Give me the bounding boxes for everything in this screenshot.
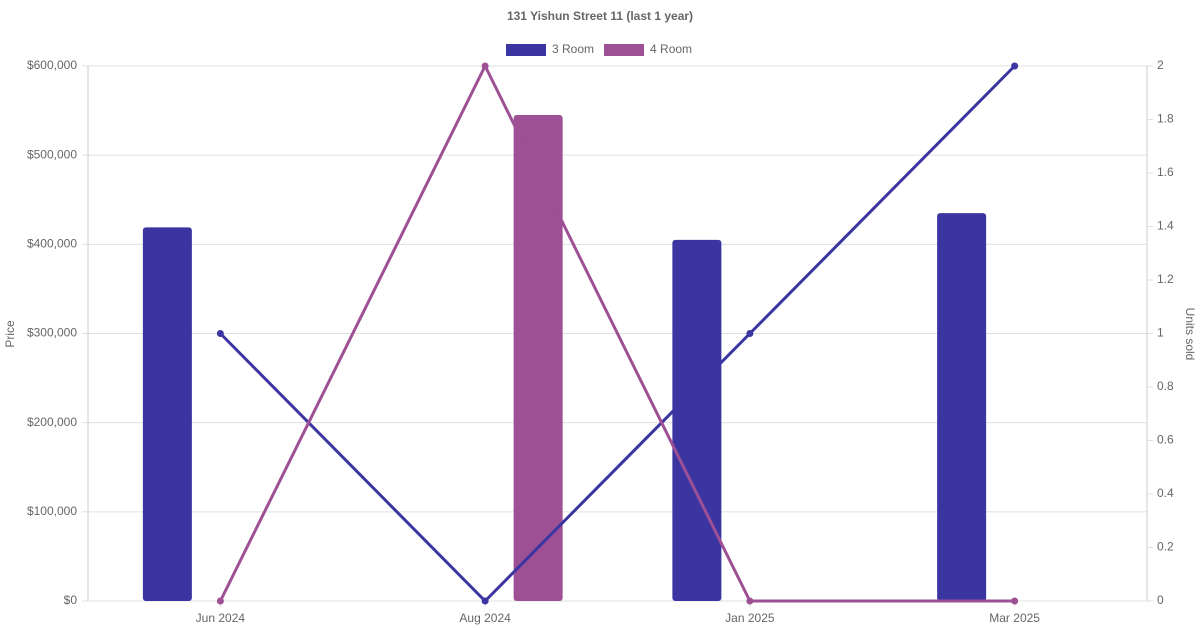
line (219, 64, 1016, 604)
legend-swatch (506, 44, 546, 56)
y2-tick-label: 1.6 (1157, 165, 1174, 179)
y-tick-label: $400,000 (27, 237, 77, 251)
point (746, 597, 754, 605)
y-tick-label: $200,000 (27, 415, 77, 429)
y-tick-label: $500,000 (27, 147, 77, 161)
y2-tick-label: 0 (1157, 593, 1164, 607)
y-tick-label: $0 (64, 593, 78, 607)
y2-tick-label: 1.4 (1157, 219, 1174, 233)
y-tick-label: $100,000 (27, 504, 77, 518)
bar (142, 227, 192, 601)
point (481, 62, 489, 70)
y2-tick-label: 2 (1157, 58, 1164, 72)
y-tick-label: $600,000 (27, 58, 77, 72)
y2-tick-label: 1.2 (1157, 272, 1174, 286)
x-tick-label: Jun 2024 (196, 611, 246, 625)
legend-label: 3 Room (552, 42, 594, 56)
point (481, 597, 489, 605)
point (1011, 597, 1019, 605)
point (746, 330, 754, 337)
legend-label: 4 Room (650, 42, 692, 56)
point (216, 330, 224, 337)
y-tick-label: $300,000 (27, 326, 77, 340)
chart-title: 131 Yishun Street 11 (last 1 year) (507, 9, 693, 23)
y2-tick-label: 0.4 (1157, 486, 1174, 500)
y-axis-title: Price (3, 320, 17, 348)
bar (672, 239, 722, 601)
y2-tick-label: 0.6 (1157, 433, 1174, 447)
x-tick-label: Mar 2025 (989, 611, 1040, 625)
x-tick-label: Aug 2024 (459, 611, 511, 625)
y2-axis-title: Units sold (1183, 308, 1197, 361)
y2-tick-label: 0.2 (1157, 540, 1174, 554)
y2-tick-label: 1 (1157, 326, 1164, 340)
bar (937, 213, 987, 601)
point (216, 597, 224, 605)
y2-tick-label: 0.8 (1157, 379, 1174, 393)
bar (513, 115, 563, 602)
x-tick-label: Jan 2025 (725, 611, 775, 625)
y2-tick-label: 1.8 (1157, 112, 1174, 126)
point (1011, 62, 1019, 70)
line (219, 62, 1015, 603)
legend-swatch (604, 44, 645, 56)
